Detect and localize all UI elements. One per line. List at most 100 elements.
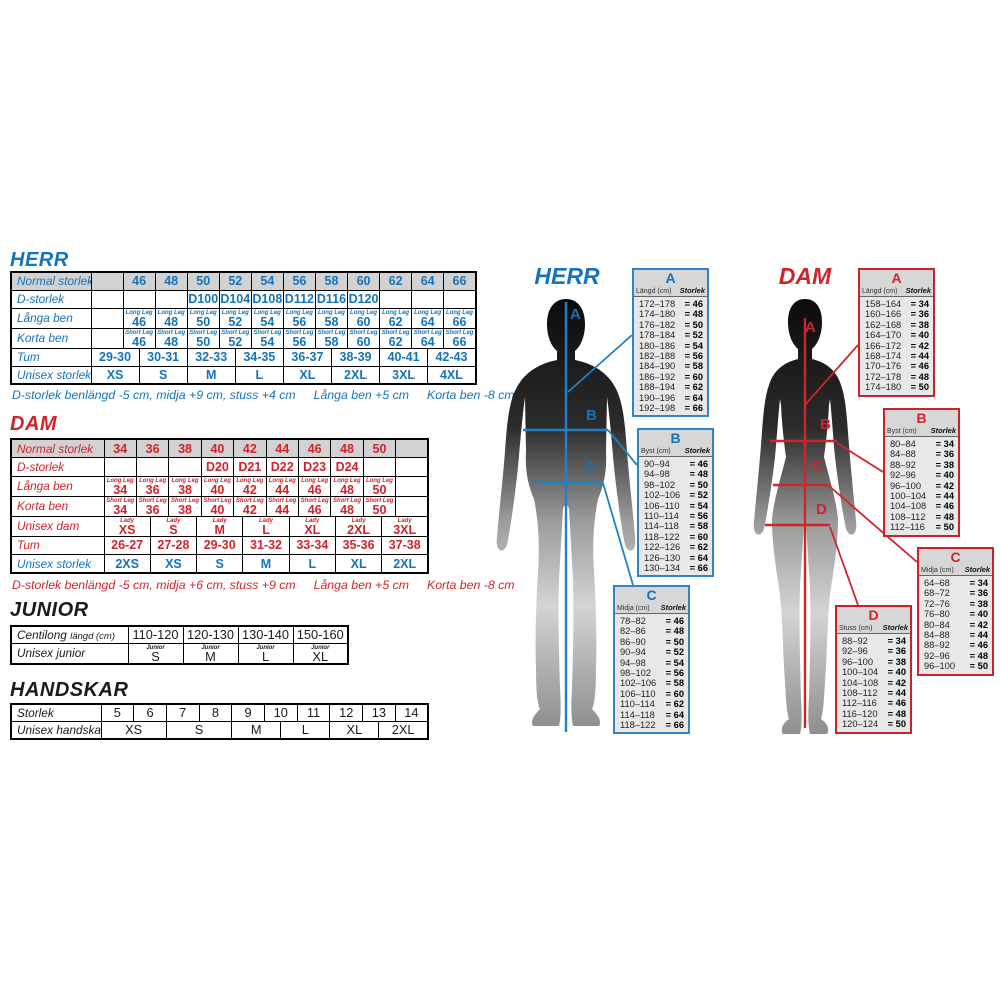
size-cell: Short Leg 48 — [330, 495, 364, 517]
measure-row: 88–92 = 46 — [924, 640, 988, 651]
measure-row: 116–120 = 48 — [842, 708, 906, 719]
measure-row: 94–98 = 48 — [644, 469, 708, 480]
dam-section-title: DAM — [10, 413, 58, 435]
herr-connector-a — [567, 334, 633, 393]
storlek-column-label: Storlek — [684, 446, 710, 455]
size-cell: Lady S — [149, 515, 198, 537]
measure-row: 106–110 = 60 — [620, 688, 684, 699]
size-cell: Lady L — [242, 515, 290, 537]
measure-row: 188–194 = 62 — [639, 382, 703, 393]
size-cell — [122, 289, 156, 309]
measure-row: 98–102 = 56 — [620, 668, 684, 679]
storlek-column-label: Storlek — [882, 623, 908, 632]
size-table: Storlek 5 6 7 8 9 10 11 12 13 14 Unisex handskar XS S… — [10, 703, 429, 740]
size-cell: D23 — [297, 457, 332, 477]
dam-footnote-korta-ben: Korta ben -8 cm — [427, 578, 515, 592]
size-cell: Junior L — [237, 642, 294, 664]
row-label: Tum — [10, 347, 92, 367]
size-cell: L — [288, 554, 336, 574]
herr-footnote: D-storlek benlängd -5 cm, midja +9 cm, s… — [12, 388, 532, 402]
size-cell: 36-37 — [282, 347, 332, 367]
size-cell: 36 — [135, 438, 170, 458]
size-cell: Long Leg 46 — [122, 307, 156, 329]
measure-table-herr-c: C Midja (cm) Storlek 78–82 = 46 82–86 = 48 86–9… — [613, 585, 690, 735]
row-label: Korta ben — [10, 495, 105, 517]
herr-connector-lines — [567, 334, 638, 586]
storlek-column-label: Storlek — [660, 603, 686, 612]
row-label: Storlek — [10, 703, 102, 722]
dam-connector-c — [827, 484, 918, 563]
row-label: Unisex junior — [10, 642, 129, 664]
size-cell: Short Leg 38 — [168, 495, 202, 517]
size-cell: 9 — [231, 703, 265, 722]
measure-row: 88–92 = 38 — [890, 459, 954, 470]
size-cell — [90, 307, 124, 329]
size-cell: 35-36 — [334, 535, 383, 555]
size-cell: D21 — [233, 457, 267, 477]
dam-label-c: C — [812, 458, 823, 475]
size-cell: Long Leg 64 — [411, 307, 445, 329]
size-cell: 64 — [411, 271, 445, 291]
size-cell — [154, 289, 188, 309]
size-cell: Short Leg 66 — [443, 327, 477, 349]
measure-row: 118–122 = 60 — [644, 531, 708, 542]
size-cell: 66 — [443, 271, 477, 291]
size-cell: Long Leg 50 — [362, 475, 397, 497]
measure-row: 118–122 = 66 — [620, 720, 684, 731]
size-cell: D22 — [265, 457, 299, 477]
herr-connector-c — [602, 482, 634, 586]
size-cell: 11 — [296, 703, 331, 722]
size-cell: 3XL — [379, 365, 429, 385]
size-cell: Short Leg 36 — [135, 495, 170, 517]
size-cell: 37-38 — [381, 535, 429, 555]
size-cell: 2XS — [103, 554, 151, 574]
measure-row: 112–116 = 50 — [890, 522, 954, 533]
size-cell: Long Leg 44 — [265, 475, 299, 497]
dam-measure-lines — [765, 318, 837, 728]
size-cell: 62 — [379, 271, 413, 291]
size-cell: Long Leg 48 — [154, 307, 188, 329]
size-cell: D112 — [282, 289, 316, 309]
size-cell: Short Leg 44 — [265, 495, 299, 517]
measure-row: 104–108 = 46 — [890, 501, 954, 512]
size-cell: D104 — [218, 289, 252, 309]
measure-column-label: Längd (cm) — [862, 288, 898, 295]
size-cell: Lady 2XL — [334, 515, 383, 537]
size-cell: 31-32 — [242, 535, 290, 555]
size-cell: XS — [149, 554, 198, 574]
measure-row: 104–108 = 42 — [842, 677, 906, 688]
measure-row: 192–198 = 66 — [639, 403, 703, 414]
measure-row: 172–178 = 48 — [865, 371, 929, 382]
herr-section-title: HERR — [10, 249, 69, 271]
measure-row: 76–80 = 40 — [924, 609, 988, 620]
row-label: Normal storlek — [10, 438, 105, 458]
measure-row: 96–100 = 50 — [924, 661, 988, 672]
size-cell: 29-30 — [196, 535, 244, 555]
size-cell: Short Leg 50 — [362, 495, 397, 517]
size-cell: 12 — [329, 703, 364, 722]
measure-row: 82–86 = 48 — [620, 626, 684, 637]
size-cell: 26-27 — [103, 535, 151, 555]
size-cell: Short Leg 42 — [233, 495, 267, 517]
herr-label-a: A — [570, 306, 581, 323]
measure-row: 68–72 = 36 — [924, 588, 988, 599]
measure-row: 186–192 = 60 — [639, 371, 703, 382]
size-table: Centilong längd (cm) 110-120 120-130 130-14… — [10, 625, 349, 665]
measure-row: 174–180 = 48 — [639, 309, 703, 320]
size-cell: Lady M — [196, 515, 244, 537]
size-cell: 44 — [265, 438, 299, 458]
storlek-column-label: Storlek — [905, 286, 931, 295]
measure-row: 176–182 = 50 — [639, 319, 703, 330]
size-cell — [135, 457, 170, 477]
size-cell: S — [165, 721, 233, 740]
size-cell: 30-31 — [138, 347, 188, 367]
measure-row: 120–124 = 50 — [842, 719, 906, 730]
size-cell: 60 — [346, 271, 381, 291]
size-cell: 150-160 — [292, 625, 349, 644]
size-cell: Long Leg 42 — [233, 475, 267, 497]
row-label: Korta ben — [10, 327, 92, 349]
handskar-section-title: HANDSKAR — [10, 679, 129, 701]
size-cell: L — [280, 721, 331, 740]
size-cell: 48 — [330, 438, 364, 458]
measure-table-header: Stuss (cm) Storlek — [837, 623, 910, 634]
